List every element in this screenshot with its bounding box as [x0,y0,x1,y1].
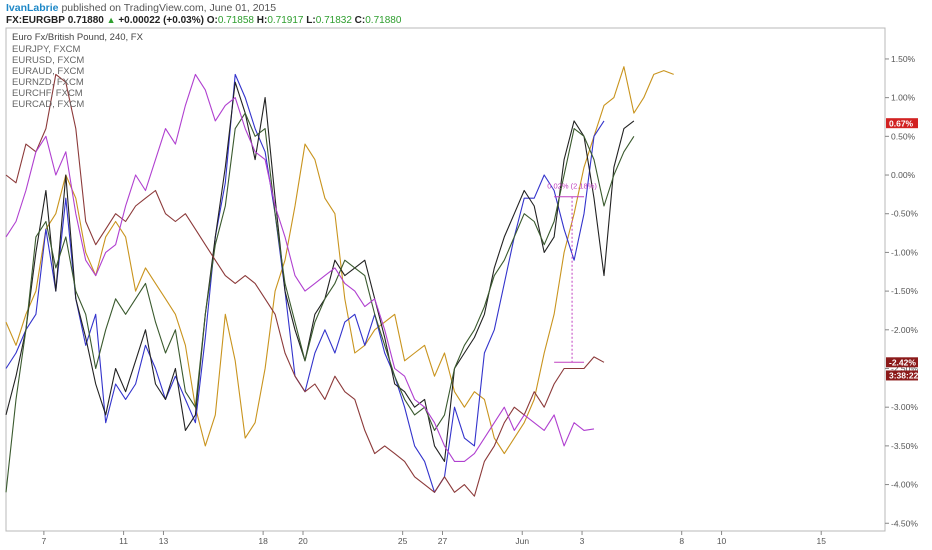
y-tick-label: -4.50% [891,518,918,528]
chart-header: IvanLabrie published on TradingView.com,… [0,0,932,28]
last-price: 0.71880 [67,15,104,26]
low-label: L: [306,15,316,26]
x-tick-label: 13 [159,536,169,546]
value-badge-text: 0.67% [889,118,914,128]
legend-entry-2: EURUSD, FXCM [12,55,84,66]
value-badge-bg [886,370,918,381]
legend-entry-3: EURAUD, FXCM [12,66,84,77]
x-tick-label: 27 [438,536,448,546]
x-tick-label: 8 [679,536,684,546]
y-tick-label: -1.50% [891,286,918,296]
price-change: +0.00022 (+0.03%) [118,15,204,26]
chart-title: Euro Fx/British Pound, 240, FX [12,32,144,43]
series-line-1 [5,66,674,455]
high-label: H: [256,15,268,26]
series-line-6 [5,73,595,462]
series-line-5 [5,73,605,497]
y-tick-label: -2.00% [891,325,918,335]
x-tick-label: 15 [816,536,826,546]
high-value: 0.71917 [267,15,304,26]
x-tick-label: 7 [42,536,47,546]
value-badge-bg [886,357,918,368]
y-tick-label: 1.50% [891,54,916,64]
value-badge-bg [886,118,918,129]
close-value: 0.71880 [365,15,402,26]
y-tick-label: -2.50% [891,363,918,373]
legend-entry-5: EURCHF, FXCM [12,88,83,99]
value-badge-2: -2.42% [886,357,918,368]
publish-line: IvanLabrie published on TradingView.com,… [6,2,276,14]
value-badge-3: 3:38:22 [886,370,919,381]
open-label: O: [206,15,218,26]
legend-entry-6: EURCAD, FXCM [12,99,84,110]
author-link[interactable]: IvanLabrie [6,2,59,14]
x-tick-label: 20 [298,536,308,546]
close-label: C: [354,15,366,26]
series-line-3 [5,81,635,462]
legend-entry-1: EURJPY, FXCM [12,44,81,55]
y-tick-label: -4.00% [891,480,918,490]
open-value: 0.71858 [217,15,254,26]
up-arrow-icon: ▲ [106,15,116,25]
legend-entry-4: EURNZD, FXCM [12,77,84,88]
y-tick-label: -1.00% [891,247,918,257]
x-tick-label: 11 [119,536,128,546]
value-badge-1: 0.67% [886,118,918,128]
symbol-name[interactable]: FX:EURGBP [6,15,65,26]
value-badge-text: 3:38:22 [889,371,919,381]
x-tick-label: 10 [717,536,727,546]
symbol-line: FX:EURGBP 0.71880 ▲ +0.00022 (+0.03%) O:… [6,15,401,26]
y-tick-label: -3.00% [891,402,918,412]
series-line-4 [5,112,635,493]
y-tick-label: 0.00% [891,170,916,180]
x-tick-label: 3 [580,536,585,546]
x-tick-label: 25 [398,536,408,546]
y-tick-label: -0.50% [891,209,918,219]
y-tick-label: 1.00% [891,93,916,103]
measure-label: 0.02% (2.18%) [547,182,597,191]
value-badge-text: -2.42% [889,358,916,368]
y-tick-label: -3.50% [891,441,918,451]
x-tick-label: 18 [258,536,268,546]
x-tick-label: Jun [515,536,529,546]
published-text: published on TradingView.com, June 01, 2… [61,2,277,14]
y-tick-label: 0.50% [891,131,916,141]
low-value: 0.71832 [315,15,352,26]
